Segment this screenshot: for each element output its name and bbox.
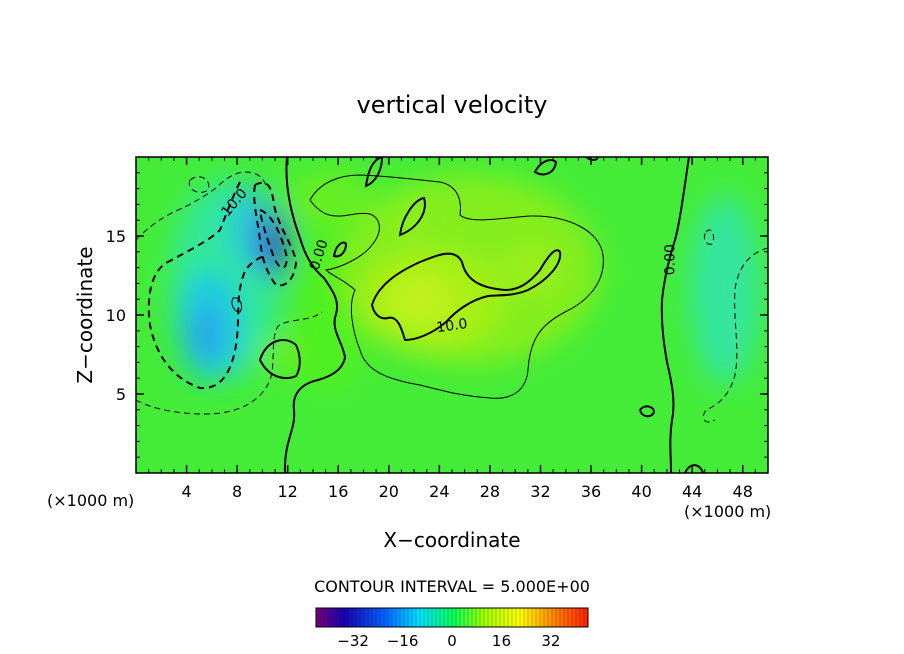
x-tick-label: 48 xyxy=(733,482,753,501)
colorbar: −32 −16 0 16 32 xyxy=(315,607,589,650)
x-tick-label: 20 xyxy=(379,482,399,501)
x-axis: 4 8 12 16 20 24 28 32 36 40 44 48 xyxy=(148,157,756,501)
x-axis-unit-left: (×1000 m) xyxy=(47,491,134,510)
x-tick-label: 8 xyxy=(232,482,242,501)
x-tick-label: 32 xyxy=(530,482,550,501)
contour-label: 0.00 xyxy=(663,244,679,275)
y-tick-label: 15 xyxy=(106,227,126,246)
x-tick-label: 36 xyxy=(581,482,601,501)
x-tick-label: 24 xyxy=(429,482,449,501)
x-tick-label: 16 xyxy=(328,482,348,501)
x-tick-label: 4 xyxy=(181,482,191,501)
colorbar-tick-label: 0 xyxy=(447,632,457,650)
chart-title: vertical velocity xyxy=(357,91,548,119)
y-tick-label: 5 xyxy=(116,385,126,404)
x-tick-label: 28 xyxy=(480,482,500,501)
contour-interval-text: CONTOUR INTERVAL = 5.000E+00 xyxy=(314,577,590,596)
colorbar-tick-label: 16 xyxy=(492,632,511,650)
y-tick-label: 10 xyxy=(106,306,126,325)
x-tick-label: 12 xyxy=(278,482,298,501)
colorbar-tick-label: −16 xyxy=(387,632,419,650)
y-axis: 5 10 15 xyxy=(106,172,768,458)
colorbar-tick-label: 32 xyxy=(541,632,560,650)
x-tick-label: 40 xyxy=(631,482,651,501)
x-tick-label: 44 xyxy=(682,482,702,501)
contour-label: 10.0 xyxy=(435,316,468,336)
x-axis-label: X−coordinate xyxy=(383,528,520,552)
y-axis-label: Z−coordinate xyxy=(73,246,97,383)
colorbar-gradient xyxy=(315,607,589,628)
colorbar-tick-label: −32 xyxy=(337,632,369,650)
x-axis-unit-right: (×1000 m) xyxy=(684,502,771,521)
